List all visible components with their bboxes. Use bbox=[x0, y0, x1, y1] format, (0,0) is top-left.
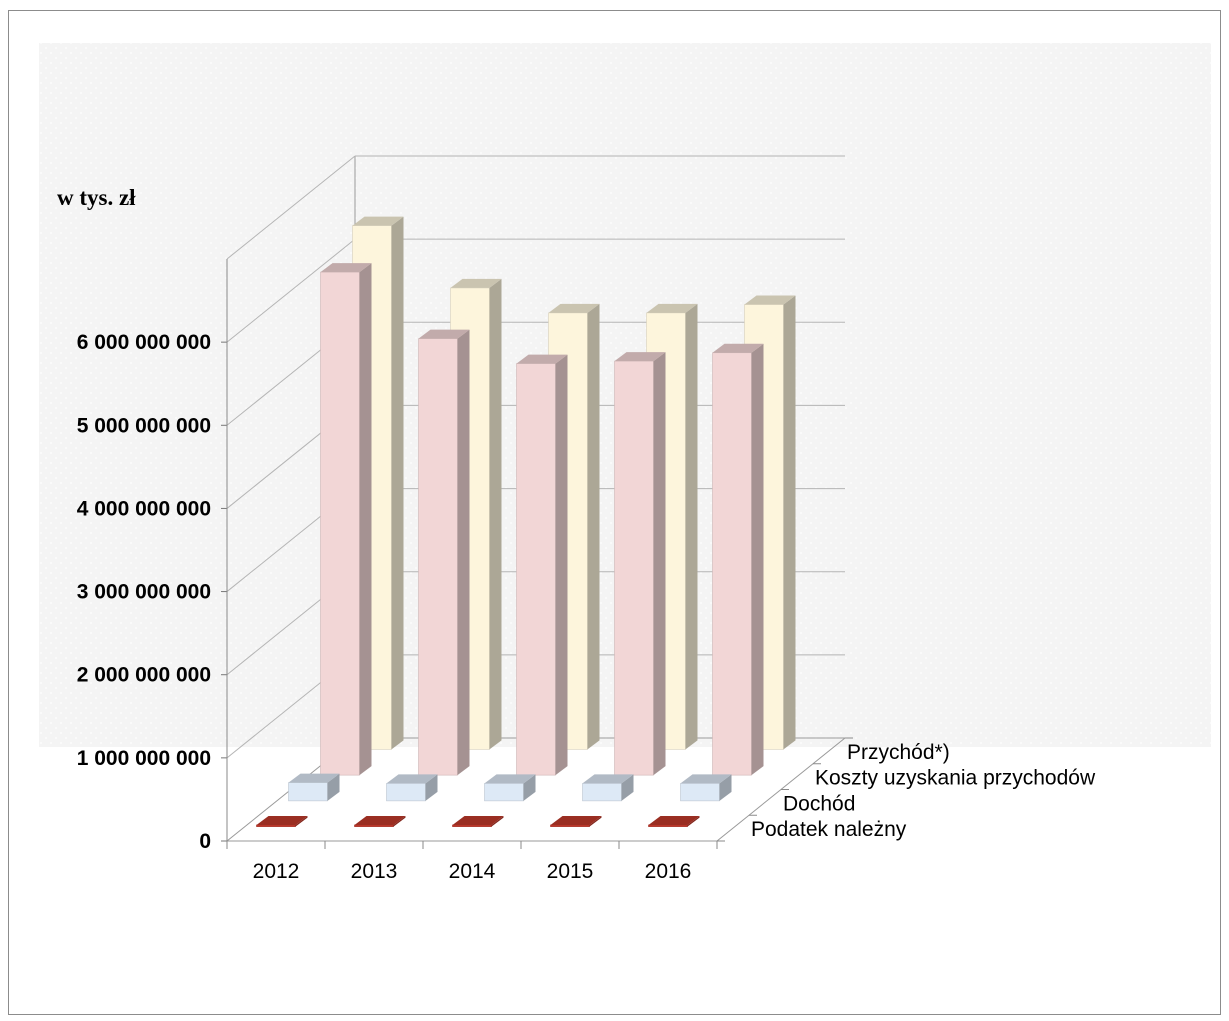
bar-side-face bbox=[555, 354, 568, 776]
bar-top-face bbox=[354, 815, 406, 825]
bar-front-face bbox=[288, 782, 328, 802]
bar bbox=[352, 216, 404, 750]
series-label: Przychód*) bbox=[847, 741, 950, 764]
x-tick-label: 2014 bbox=[449, 860, 496, 883]
side-gridline bbox=[226, 155, 356, 260]
bar-side-face bbox=[457, 329, 470, 776]
bar-top-face bbox=[484, 774, 536, 784]
chart-frame: 0 1 000 000 000 2 000 000 000 3 000 000 000… bbox=[8, 10, 1221, 1015]
series-label: Koszty uzyskania przychodów bbox=[815, 767, 1096, 790]
y-tick-label: 1 000 000 000 bbox=[77, 747, 211, 770]
bar-front-face bbox=[516, 363, 556, 776]
bar bbox=[550, 815, 602, 827]
bar-front-face bbox=[320, 271, 360, 776]
y-tick-label: 5 000 000 000 bbox=[77, 414, 211, 437]
bar-side-face bbox=[489, 278, 502, 750]
bar-top-face bbox=[288, 773, 340, 783]
bar-front-face bbox=[452, 824, 492, 827]
bar-side-face bbox=[653, 352, 666, 776]
x-tick-label: 2015 bbox=[547, 860, 594, 883]
bar-side-face bbox=[491, 815, 504, 827]
bar-top-face bbox=[648, 815, 700, 825]
bar-side-face bbox=[587, 303, 600, 750]
bar-top-face bbox=[550, 815, 602, 825]
bar bbox=[680, 774, 732, 802]
bar-top-face bbox=[582, 774, 634, 784]
y-tick-label: 6 000 000 000 bbox=[77, 331, 211, 354]
bars bbox=[256, 216, 796, 827]
bar bbox=[648, 815, 700, 827]
series-label: Dochód bbox=[783, 792, 855, 815]
bar-front-face bbox=[582, 783, 622, 802]
x-tick-label: 2012 bbox=[253, 860, 300, 883]
bar bbox=[288, 773, 340, 802]
bar-side-face bbox=[523, 774, 536, 801]
bar-top-face bbox=[744, 295, 796, 305]
bar-side-face bbox=[751, 343, 764, 776]
y-axis-unit-label: w tys. zł bbox=[57, 185, 136, 210]
bar-side-face bbox=[719, 774, 732, 801]
bar-top-face bbox=[680, 774, 732, 784]
y-tick-label: 2 000 000 000 bbox=[77, 664, 211, 687]
bar bbox=[354, 815, 406, 827]
bar-side-face bbox=[391, 216, 404, 750]
bar-side-face bbox=[685, 303, 698, 750]
axes: 0 1 000 000 000 2 000 000 000 3 000 000 000… bbox=[77, 259, 1096, 883]
series-label: Podatek należny bbox=[751, 818, 907, 841]
bar-front-face bbox=[680, 783, 720, 802]
bar-top-face bbox=[320, 263, 372, 273]
bar-top-face bbox=[418, 329, 470, 339]
bar-front-face bbox=[712, 352, 752, 776]
bar-side-face bbox=[783, 295, 796, 750]
bar bbox=[484, 774, 536, 802]
bar bbox=[386, 774, 438, 802]
x-tick-label: 2013 bbox=[351, 860, 398, 883]
bar-side-face bbox=[327, 773, 340, 801]
bar bbox=[452, 815, 504, 827]
bar-front-face bbox=[256, 824, 296, 827]
y-tick-label: 0 bbox=[199, 830, 211, 853]
bar-front-face bbox=[648, 824, 688, 827]
bar-side-face bbox=[589, 815, 602, 827]
y-tick-label: 4 000 000 000 bbox=[77, 497, 211, 520]
bar-top-face bbox=[386, 774, 438, 784]
chart-area: 0 1 000 000 000 2 000 000 000 3 000 000 000… bbox=[39, 43, 1211, 883]
bar bbox=[582, 774, 634, 802]
bar bbox=[418, 329, 470, 776]
bar-top-face bbox=[256, 815, 308, 825]
bar-front-face bbox=[354, 824, 394, 827]
bar bbox=[516, 354, 568, 776]
bar-top-face bbox=[646, 303, 698, 313]
bar bbox=[256, 815, 308, 827]
bar bbox=[712, 343, 764, 776]
bar-side-face bbox=[359, 263, 372, 776]
bar-top-face bbox=[450, 278, 502, 288]
bar-top-face bbox=[516, 354, 568, 364]
y-tick-label: 3 000 000 000 bbox=[77, 581, 211, 604]
bar-top-face bbox=[452, 815, 504, 825]
bar-front-face bbox=[614, 360, 654, 776]
bar-front-face bbox=[418, 338, 458, 776]
bar-side-face bbox=[295, 815, 308, 827]
bar bbox=[614, 352, 666, 776]
bar-top-face bbox=[712, 343, 764, 353]
bar-top-face bbox=[614, 352, 666, 362]
bar-top-face bbox=[548, 303, 600, 313]
x-tick-label: 2016 bbox=[645, 860, 692, 883]
bar-front-face bbox=[484, 783, 524, 802]
side-gridline bbox=[226, 238, 356, 343]
bar-top-face bbox=[352, 216, 404, 226]
bar-side-face bbox=[393, 815, 406, 827]
bar-side-face bbox=[687, 815, 700, 827]
bar-front-face bbox=[550, 824, 590, 827]
bar-side-face bbox=[425, 774, 438, 801]
bar-side-face bbox=[621, 774, 634, 801]
bar bbox=[320, 263, 372, 776]
bar-front-face bbox=[386, 783, 426, 802]
